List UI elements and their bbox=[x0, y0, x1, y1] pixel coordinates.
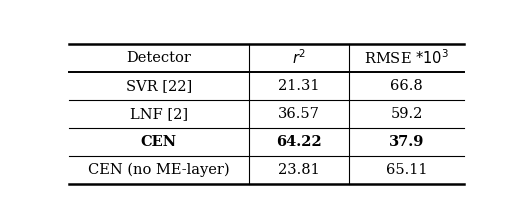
Text: RMSE $*10^{3}$: RMSE $*10^{3}$ bbox=[364, 49, 449, 67]
Text: LNF [2]: LNF [2] bbox=[130, 107, 188, 121]
Text: 64.22: 64.22 bbox=[276, 135, 322, 149]
Text: Detector: Detector bbox=[126, 51, 191, 65]
Text: $\mathit{r}^{2}$: $\mathit{r}^{2}$ bbox=[292, 49, 306, 67]
Text: SVR [22]: SVR [22] bbox=[126, 79, 192, 93]
Text: 37.9: 37.9 bbox=[389, 135, 424, 149]
Text: CEN (no ME-layer): CEN (no ME-layer) bbox=[88, 162, 230, 177]
Text: 23.81: 23.81 bbox=[278, 163, 320, 177]
Text: 66.8: 66.8 bbox=[391, 79, 423, 93]
Text: 36.57: 36.57 bbox=[278, 107, 320, 121]
Text: CEN: CEN bbox=[141, 135, 177, 149]
Text: 65.11: 65.11 bbox=[386, 163, 427, 177]
Text: 59.2: 59.2 bbox=[391, 107, 423, 121]
Text: 21.31: 21.31 bbox=[278, 79, 320, 93]
